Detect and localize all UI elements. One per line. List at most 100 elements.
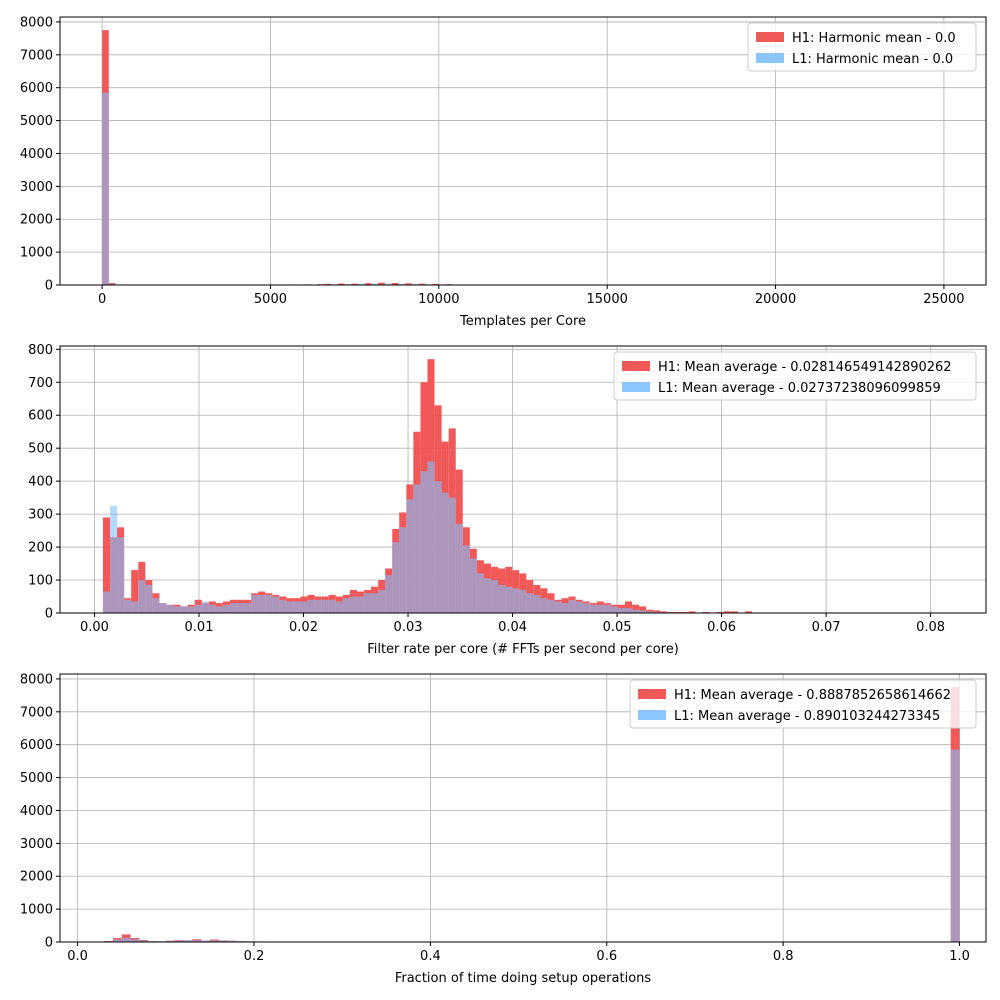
x-tick-label: 0.06 — [707, 620, 736, 635]
x-tick-label: 0.00 — [80, 620, 109, 635]
y-tick-label: 4000 — [20, 147, 53, 162]
histogram-bar — [413, 484, 421, 613]
x-axis-label: Templates per Core — [459, 314, 586, 329]
histogram-bar — [378, 589, 386, 613]
x-tick-label: 10000 — [418, 292, 459, 307]
y-tick-label: 7000 — [20, 48, 53, 63]
x-tick-label: 0.6 — [596, 949, 617, 964]
y-tick-label: 600 — [28, 409, 53, 424]
histogram-bar — [462, 545, 470, 613]
legend-swatch-h1 — [756, 32, 784, 42]
x-tick-label: 5000 — [254, 292, 287, 307]
y-tick-label: 3000 — [20, 180, 53, 195]
histogram-bar — [639, 610, 647, 613]
histogram-bar — [201, 940, 210, 942]
histogram-bar — [229, 603, 237, 613]
chart-panel-1: 0 5000 10000 15000 20000 25000 0 1000 2000 3000 40… — [20, 15, 987, 329]
histogram-bar — [364, 283, 372, 285]
histogram-bar — [173, 606, 181, 613]
histogram-bar — [405, 283, 412, 285]
histogram-bar — [646, 609, 654, 613]
histogram-bar — [335, 601, 343, 613]
histogram-bar — [102, 591, 111, 613]
histogram-bar — [342, 598, 350, 613]
histogram-bar — [258, 594, 266, 613]
histogram-bar — [139, 940, 149, 942]
histogram-bar — [218, 940, 228, 942]
y-tick-label: 300 — [28, 508, 53, 523]
histogram-bar — [653, 610, 661, 613]
y-tick-label: 0 — [45, 279, 53, 294]
x-axis-label: Filter rate per core (# FFTs per second … — [367, 642, 679, 657]
histogram-bar — [618, 608, 626, 613]
legend-swatch-l1 — [638, 710, 666, 720]
axes-frame — [59, 345, 987, 614]
histogram-bar — [392, 542, 400, 613]
legend-swatch-h1 — [638, 689, 666, 699]
histogram-bar — [251, 594, 259, 613]
histogram-bar — [730, 611, 738, 613]
axes-frame — [59, 673, 987, 943]
histogram-bar — [328, 599, 336, 613]
y-tick-label: 5000 — [20, 114, 53, 129]
y-tick-label: 7000 — [20, 705, 53, 720]
histogram-bar — [476, 573, 484, 613]
histogram-bar — [337, 283, 345, 285]
histogram-bar — [483, 578, 491, 613]
x-tick-label: 0.07 — [812, 620, 841, 635]
histogram-bar — [399, 527, 407, 613]
histogram-bar — [130, 939, 140, 942]
histogram-bar — [455, 524, 463, 613]
histogram-bar — [448, 497, 456, 613]
histogram-bar — [568, 599, 576, 613]
histogram-bar — [625, 601, 633, 613]
histogram-bar — [112, 939, 122, 942]
histogram-bar — [582, 603, 590, 613]
legend-label-h1: H1: Mean average - 0.028146549142890262 — [658, 360, 952, 375]
histogram-bar — [950, 749, 960, 942]
x-tick-label: 0.05 — [603, 620, 632, 635]
histogram-bar — [307, 599, 315, 613]
histogram-bar — [300, 601, 308, 613]
histogram-bar — [434, 481, 442, 613]
x-tick-label: 0 — [98, 292, 106, 307]
histogram-bar — [102, 517, 111, 613]
histogram-bar — [427, 461, 435, 613]
histogram-bar — [610, 606, 618, 613]
x-axis-label: Fraction of time doing setup operations — [395, 971, 652, 986]
histogram-bar — [418, 283, 426, 285]
y-tick-label: 700 — [28, 376, 53, 391]
histogram-bar — [138, 580, 146, 613]
y-tick-label: 4000 — [20, 804, 53, 819]
y-tick-label: 5000 — [20, 771, 53, 786]
histogram-bar — [183, 940, 193, 942]
histogram-bar — [603, 604, 611, 613]
histogram-bar — [411, 283, 419, 285]
histogram-bar — [505, 586, 513, 613]
histogram-bar — [265, 594, 273, 613]
y-tick-label: 500 — [28, 442, 53, 457]
histogram-bar — [526, 593, 534, 613]
histogram-bar — [561, 603, 569, 613]
histogram-bar — [321, 599, 329, 613]
histogram-bar — [547, 599, 555, 613]
y-tick-label: 3000 — [20, 837, 53, 852]
histogram-bar — [293, 601, 301, 613]
histogram-bar — [166, 604, 174, 613]
histogram-bar — [227, 940, 237, 942]
histogram-bar — [632, 609, 640, 613]
histogram-bar — [364, 593, 372, 613]
histogram-bar — [660, 611, 668, 613]
histogram-bar — [131, 570, 139, 613]
x-tick-label: 1.0 — [949, 949, 970, 964]
x-tick-label: 20000 — [755, 292, 796, 307]
y-tick-label: 0 — [45, 607, 53, 622]
histogram-bar — [174, 940, 184, 942]
histogram-bar — [286, 601, 294, 613]
x-tick-label: 0.08 — [916, 620, 945, 635]
x-tick-label: 0.02 — [289, 620, 318, 635]
histogram-bar — [723, 611, 731, 613]
histogram-bar — [688, 611, 696, 613]
histogram-bar — [279, 599, 287, 613]
legend-box — [613, 351, 977, 401]
